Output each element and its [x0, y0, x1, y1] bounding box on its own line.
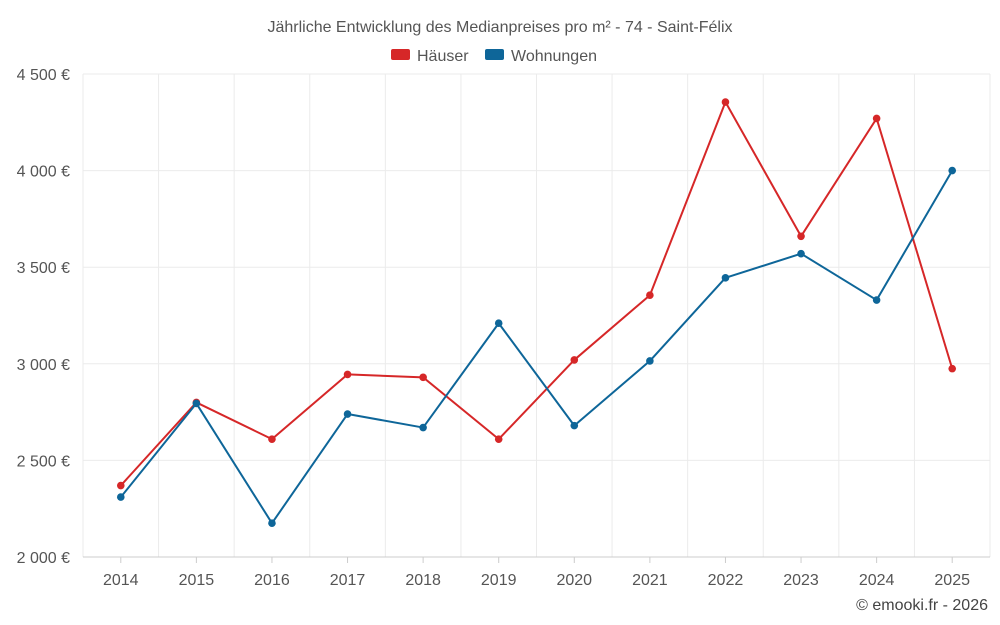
legend-item-wohnungen[interactable]: Wohnungen — [485, 48, 597, 65]
data-point-haeuser-2025[interactable] — [948, 364, 957, 373]
x-tick-label: 2015 — [179, 572, 215, 589]
data-point-haeuser-2020[interactable] — [570, 356, 579, 364]
data-point-wohnungen-2019[interactable] — [494, 319, 503, 328]
series-wohnungen — [116, 166, 957, 527]
legend-swatch — [485, 49, 504, 60]
legend-label: Häuser — [417, 48, 469, 65]
y-axis: 2 000 € 2 500 € 3 000 € 3 500 € 4 000 € 4 500… — [17, 67, 70, 567]
x-tick-label: 2018 — [405, 572, 441, 589]
data-point-haeuser-2014[interactable] — [116, 481, 125, 490]
legend-item-haeuser[interactable]: Häuser — [391, 48, 469, 65]
x-tick-label: 2022 — [708, 572, 744, 589]
x-tick-label: 2025 — [934, 572, 970, 589]
y-tick-label: 4 500 € — [17, 67, 70, 84]
x-tick-label: 2021 — [632, 572, 668, 589]
data-point-wohnungen-2014[interactable] — [116, 493, 125, 501]
data-point-wohnungen-2021[interactable] — [646, 357, 654, 365]
credit-text: © emooki.fr - 2026 — [856, 597, 988, 614]
data-point-haeuser-2023[interactable] — [797, 232, 805, 241]
x-tick-label: 2023 — [783, 572, 819, 589]
data-point-wohnungen-2017[interactable] — [343, 410, 352, 418]
x-tick-label: 2014 — [103, 572, 139, 589]
y-tick-label: 2 500 € — [17, 453, 70, 470]
series-line-wohnungen — [120, 170, 954, 525]
x-tick-label: 2019 — [481, 572, 517, 589]
series-layer — [116, 98, 957, 527]
gridlines — [82, 73, 991, 558]
series-haeuser — [116, 98, 957, 490]
data-point-wohnungen-2024[interactable] — [872, 296, 881, 304]
x-axis: 2014 2015 2016 2017 2018 2019 2020 2021 2022 2023… — [83, 556, 990, 589]
x-tick-label: 2017 — [330, 572, 366, 589]
data-point-haeuser-2016[interactable] — [268, 435, 276, 443]
legend-swatch — [391, 49, 410, 60]
x-tick-label: 2016 — [254, 572, 290, 589]
data-point-wohnungen-2023[interactable] — [797, 249, 805, 258]
legend: Häuser Wohnungen — [391, 48, 597, 65]
legend-label: Wohnungen — [511, 48, 597, 65]
data-point-wohnungen-2025[interactable] — [948, 166, 957, 175]
series-line-haeuser — [120, 101, 954, 487]
data-point-wohnungen-2018[interactable] — [419, 423, 427, 432]
data-point-haeuser-2019[interactable] — [494, 435, 503, 443]
data-point-wohnungen-2016[interactable] — [268, 519, 276, 527]
data-point-wohnungen-2020[interactable] — [570, 421, 579, 430]
data-point-haeuser-2017[interactable] — [343, 370, 352, 379]
y-tick-label: 3 500 € — [17, 260, 70, 277]
data-point-haeuser-2024[interactable] — [872, 114, 881, 123]
x-tick-label: 2024 — [859, 572, 895, 589]
chart-title: Jährliche Entwicklung des Medianpreises … — [267, 19, 732, 36]
data-point-wohnungen-2022[interactable] — [721, 274, 730, 282]
y-tick-label: 3 000 € — [17, 357, 70, 374]
data-point-haeuser-2018[interactable] — [419, 373, 427, 382]
data-point-wohnungen-2015[interactable] — [192, 399, 201, 408]
data-point-haeuser-2021[interactable] — [646, 291, 654, 300]
x-tick-label: 2020 — [556, 572, 592, 589]
y-tick-label: 4 000 € — [17, 164, 70, 181]
y-tick-label: 2 000 € — [17, 550, 70, 567]
data-point-haeuser-2022[interactable] — [721, 98, 730, 106]
